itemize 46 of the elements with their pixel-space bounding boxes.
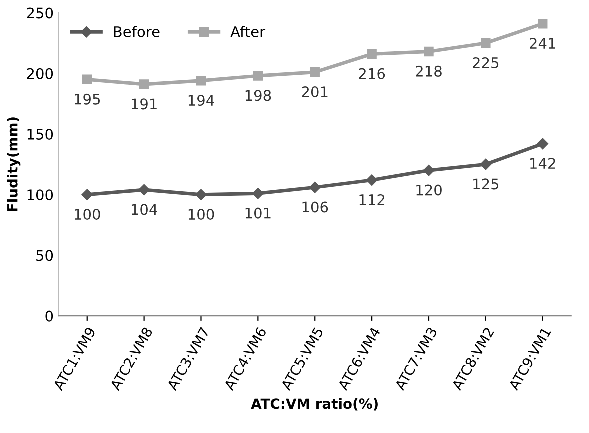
point <box>252 188 264 200</box>
data-label: 194 <box>188 95 214 106</box>
point <box>481 38 491 48</box>
data-label: 120 <box>416 184 442 196</box>
data-label: 191 <box>132 98 157 110</box>
data-label: 142 <box>530 158 556 169</box>
point <box>196 189 207 200</box>
y-tick-label: 0 <box>46 310 54 322</box>
data-label: 100 <box>75 208 100 220</box>
point <box>310 182 321 194</box>
data-label: 198 <box>246 90 272 102</box>
y-tick-label: 100 <box>28 190 54 201</box>
data-label: 104 <box>132 204 158 216</box>
data-label: 101 <box>246 208 271 219</box>
y-tick-label: 200 <box>27 68 54 80</box>
x-axis-title: ATC:VM ratio(%) <box>251 398 378 411</box>
point <box>424 46 434 57</box>
point <box>253 71 264 81</box>
data-label: 225 <box>473 57 499 68</box>
point <box>480 158 492 170</box>
point <box>538 19 548 29</box>
legend-label: After <box>230 26 266 38</box>
data-label: 218 <box>416 66 442 77</box>
data-label: 125 <box>474 178 499 190</box>
point <box>310 68 320 78</box>
data-label: 241 <box>530 38 556 49</box>
y-tick-label: 50 <box>36 250 54 262</box>
point <box>82 189 93 200</box>
point <box>367 49 377 60</box>
data-label: 216 <box>359 68 386 80</box>
legend-label: Before <box>114 26 160 38</box>
point <box>196 76 206 86</box>
data-label: 106 <box>302 202 328 213</box>
data-label: 201 <box>302 86 328 98</box>
y-tick-label: 250 <box>27 8 54 19</box>
point <box>82 74 92 85</box>
point <box>366 174 378 186</box>
data-label: 195 <box>75 94 100 105</box>
point <box>423 164 435 176</box>
data-label: 112 <box>360 194 385 206</box>
y-tick-label: 150 <box>28 128 54 140</box>
point <box>138 184 150 196</box>
point <box>537 138 548 150</box>
y-axis-title: Fludity(mm) <box>7 118 21 212</box>
data-label: 100 <box>188 208 214 220</box>
point <box>139 80 150 90</box>
